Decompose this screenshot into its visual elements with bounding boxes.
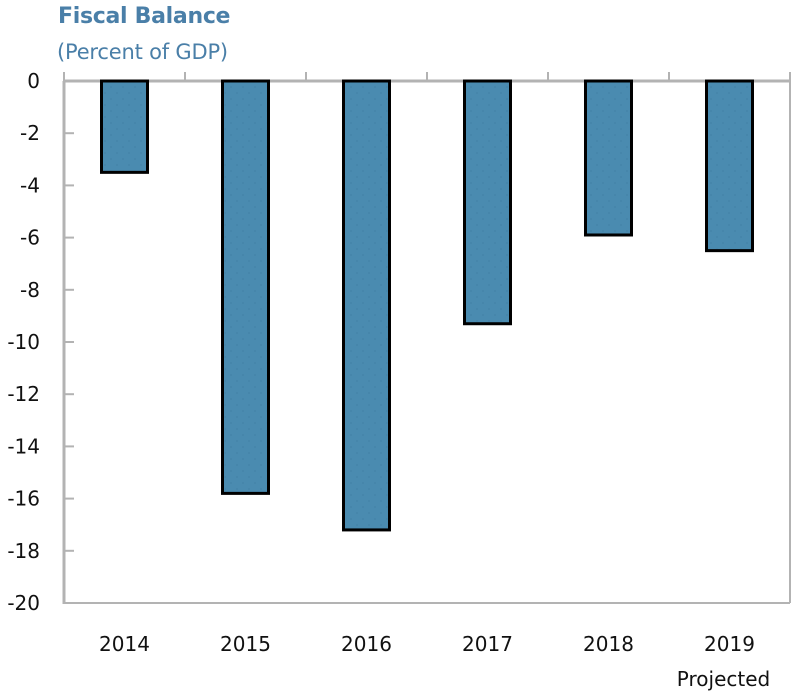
y-tick-label: -20: [7, 591, 40, 615]
y-tick-label: 0: [27, 69, 40, 93]
x-tick-label: 2018: [583, 632, 634, 656]
y-tick-label: -14: [7, 434, 40, 458]
y-tick-label: -10: [7, 330, 40, 354]
x-tick-label: 2014: [99, 632, 150, 656]
bar-texture: [224, 83, 267, 492]
chart-title: Fiscal Balance: [58, 4, 231, 29]
x-tick-sublabel: Projected: [677, 667, 770, 691]
x-tick-label: 2019: [704, 632, 755, 656]
x-tick-label: 2015: [220, 632, 271, 656]
y-tick-label: -2: [20, 121, 40, 145]
bar-texture: [345, 83, 388, 528]
y-tick-label: -12: [7, 382, 40, 406]
chart-subtitle: (Percent of GDP): [57, 40, 228, 64]
bar-texture: [466, 83, 509, 322]
bar-texture: [103, 83, 146, 171]
bar-texture: [708, 83, 751, 249]
y-tick-label: -6: [20, 226, 40, 250]
x-tick-label: 2016: [341, 632, 392, 656]
y-tick-label: -18: [7, 539, 40, 563]
bar-texture: [587, 83, 630, 233]
y-tick-label: -16: [7, 487, 40, 511]
y-tick-label: -8: [20, 278, 40, 302]
y-tick-label: -4: [20, 173, 40, 197]
x-tick-label: 2017: [462, 632, 513, 656]
